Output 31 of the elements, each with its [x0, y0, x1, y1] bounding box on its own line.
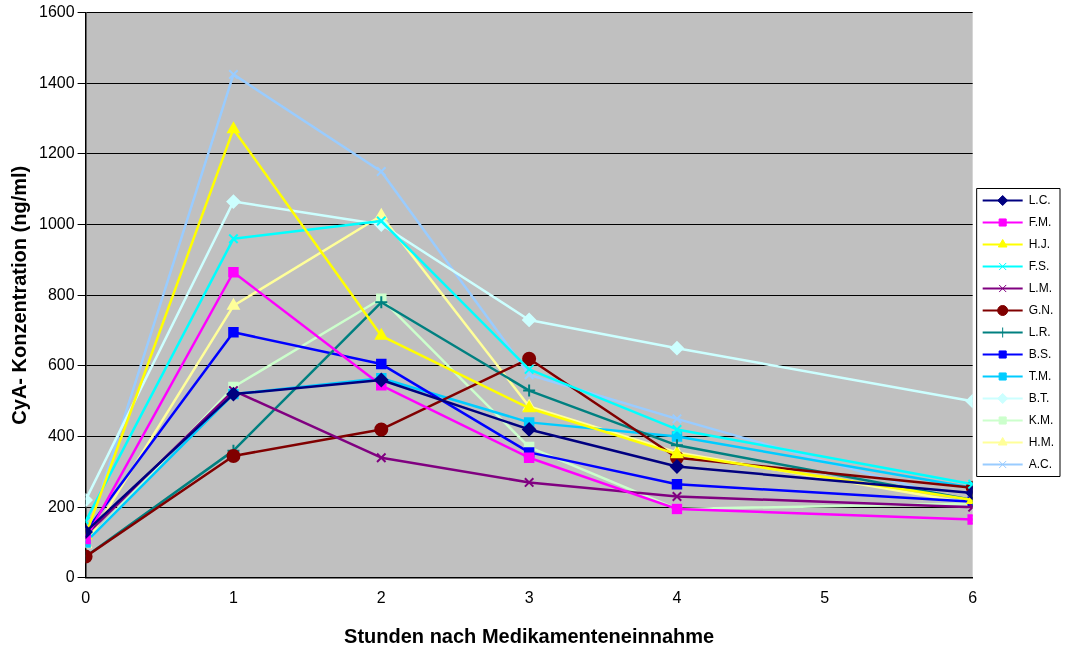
y-axis-title: CyA- Konzentration (ng/ml): [7, 165, 30, 425]
legend-label: B.T.: [1028, 390, 1050, 405]
x-tick-label: 2: [376, 588, 386, 606]
y-tick-label: 0: [65, 568, 75, 586]
legend-label: L.M.: [1028, 280, 1053, 295]
x-tick-label: 3: [524, 588, 534, 606]
y-tick-label: 800: [47, 285, 75, 303]
x-tick-label: 5: [820, 588, 830, 606]
legend-label: H.J.: [1028, 236, 1051, 251]
y-tick-label: 600: [47, 356, 75, 374]
y-tick-label: 200: [47, 497, 75, 515]
y-tick-label: 400: [47, 426, 75, 444]
legend-label: L.R.: [1028, 324, 1051, 339]
legend-label: A.C.: [1028, 456, 1053, 471]
legend-label: F.M.: [1028, 214, 1052, 229]
y-tick-label: 1600: [39, 3, 75, 21]
x-tick-label: 4: [672, 588, 682, 606]
legend-label: H.M.: [1028, 434, 1055, 449]
legend-label: K.M.: [1028, 412, 1054, 427]
legend-label: F.S.: [1028, 258, 1050, 273]
legend-label: G.N.: [1028, 302, 1054, 317]
x-axis-title: Stunden nach Medikamenteneinnahme: [344, 624, 715, 647]
y-tick-label: 1400: [39, 73, 75, 91]
x-tick-label: 1: [228, 588, 238, 606]
x-tick-label: 6: [968, 588, 978, 606]
legend-label: L.C.: [1028, 192, 1051, 207]
x-tick-label: 0: [81, 588, 91, 606]
y-tick-label: 1200: [39, 144, 75, 162]
legend-label: B.S.: [1028, 346, 1052, 361]
legend-label: T.M.: [1028, 368, 1052, 383]
y-tick-label: 1000: [39, 214, 75, 232]
